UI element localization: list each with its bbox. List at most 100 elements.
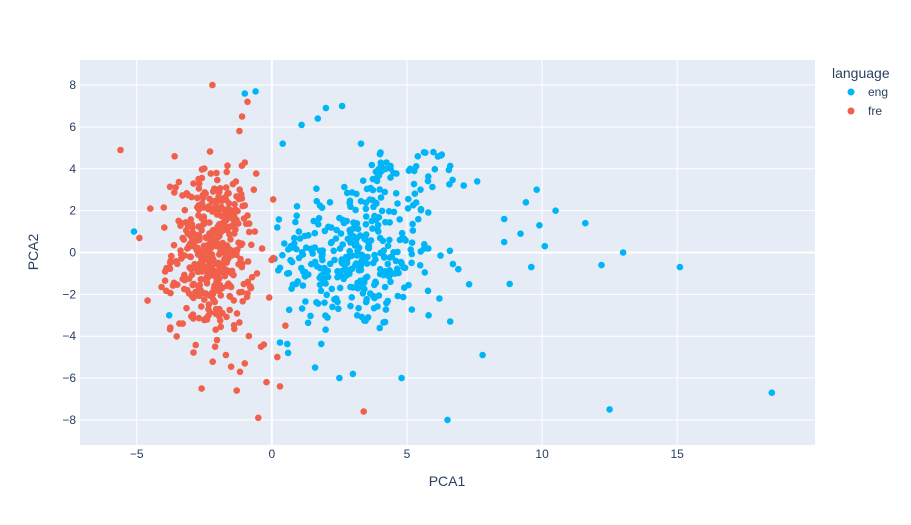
data-point-fre[interactable] (192, 341, 199, 349)
data-point-fre[interactable] (276, 383, 284, 390)
data-point-fre[interactable] (214, 240, 222, 247)
data-point-fre[interactable] (227, 363, 235, 371)
data-point-fre[interactable] (196, 281, 203, 289)
data-point-fre[interactable] (238, 162, 246, 169)
data-point-fre[interactable] (222, 351, 230, 359)
data-point-fre[interactable] (217, 248, 224, 255)
data-point-fre[interactable] (202, 290, 210, 297)
data-point-fre[interactable] (162, 287, 170, 295)
data-point-fre[interactable] (160, 204, 168, 211)
data-point-eng[interactable] (323, 291, 331, 299)
data-point-eng[interactable] (473, 178, 481, 185)
data-point-fre[interactable] (234, 246, 241, 253)
data-point-eng[interactable] (315, 214, 323, 222)
data-point-eng[interactable] (356, 232, 364, 239)
data-point-fre[interactable] (236, 368, 244, 376)
data-point-eng[interactable] (359, 290, 367, 297)
data-point-fre[interactable] (239, 260, 246, 268)
data-point-eng[interactable] (378, 207, 386, 215)
data-point-fre[interactable] (181, 271, 188, 279)
data-point-eng[interactable] (293, 203, 301, 210)
data-point-fre[interactable] (189, 313, 196, 320)
data-point-fre[interactable] (226, 306, 233, 314)
data-point-eng[interactable] (398, 374, 405, 382)
data-point-eng[interactable] (382, 268, 389, 275)
data-point-fre[interactable] (227, 214, 234, 221)
data-point-fre[interactable] (117, 146, 124, 154)
data-point-eng[interactable] (420, 245, 428, 252)
data-point-eng[interactable] (393, 265, 401, 273)
data-point-eng[interactable] (362, 231, 370, 238)
data-point-eng[interactable] (387, 165, 394, 172)
data-point-eng[interactable] (351, 242, 359, 249)
data-point-eng[interactable] (582, 219, 589, 227)
data-point-eng[interactable] (328, 285, 336, 293)
data-point-fre[interactable] (213, 278, 220, 286)
data-point-eng[interactable] (308, 247, 315, 254)
data-point-eng[interactable] (330, 247, 338, 255)
data-point-fre[interactable] (173, 333, 180, 340)
data-point-eng[interactable] (429, 183, 436, 191)
data-point-fre[interactable] (258, 245, 266, 252)
data-point-fre[interactable] (230, 271, 237, 279)
data-point-eng[interactable] (292, 218, 299, 226)
data-point-eng[interactable] (404, 205, 412, 212)
data-point-eng[interactable] (424, 287, 432, 295)
data-point-eng[interactable] (322, 280, 329, 287)
data-point-eng[interactable] (377, 159, 385, 166)
data-point-eng[interactable] (332, 295, 340, 302)
data-point-fre[interactable] (198, 385, 205, 392)
data-point-eng[interactable] (386, 236, 393, 244)
data-point-eng[interactable] (408, 250, 416, 258)
data-point-eng[interactable] (500, 215, 508, 223)
data-point-eng[interactable] (348, 189, 356, 196)
data-point-eng[interactable] (399, 293, 407, 301)
data-point-eng[interactable] (319, 256, 326, 264)
data-point-eng[interactable] (381, 283, 389, 291)
data-point-eng[interactable] (384, 242, 392, 250)
data-point-fre[interactable] (260, 341, 268, 348)
data-point-fre[interactable] (186, 253, 194, 260)
data-point-eng[interactable] (343, 189, 351, 197)
data-point-eng[interactable] (298, 305, 306, 312)
data-point-fre[interactable] (215, 287, 223, 295)
data-point-fre[interactable] (250, 186, 258, 193)
data-point-eng[interactable] (321, 299, 328, 307)
data-point-eng[interactable] (405, 195, 412, 203)
data-point-fre[interactable] (168, 252, 175, 260)
data-point-eng[interactable] (446, 318, 454, 325)
data-point-fre[interactable] (166, 183, 174, 191)
data-point-fre[interactable] (223, 168, 230, 176)
data-point-fre[interactable] (199, 191, 206, 199)
data-point-eng[interactable] (383, 159, 390, 166)
data-point-eng[interactable] (349, 370, 357, 378)
data-point-eng[interactable] (394, 292, 402, 300)
data-point-eng[interactable] (374, 303, 381, 310)
data-point-fre[interactable] (161, 224, 168, 231)
data-point-eng[interactable] (409, 227, 417, 234)
data-point-eng[interactable] (676, 263, 684, 271)
data-point-fre[interactable] (198, 248, 206, 255)
data-point-eng[interactable] (414, 153, 422, 160)
data-point-eng[interactable] (446, 247, 454, 255)
data-point-fre[interactable] (195, 212, 202, 219)
data-point-fre[interactable] (200, 242, 208, 250)
data-point-fre[interactable] (189, 224, 196, 232)
data-point-eng[interactable] (381, 318, 389, 326)
data-point-fre[interactable] (236, 319, 243, 326)
data-point-fre[interactable] (215, 313, 223, 320)
data-point-fre[interactable] (180, 236, 188, 243)
data-point-eng[interactable] (396, 216, 404, 223)
data-point-eng[interactable] (359, 177, 367, 184)
data-point-eng[interactable] (295, 228, 303, 235)
data-point-eng[interactable] (316, 281, 324, 289)
data-point-fre[interactable] (158, 283, 165, 291)
data-point-eng[interactable] (321, 227, 329, 235)
data-point-fre[interactable] (218, 203, 225, 211)
data-point-eng[interactable] (310, 217, 318, 225)
data-point-fre[interactable] (184, 191, 192, 199)
data-point-eng[interactable] (313, 197, 321, 205)
data-point-fre[interactable] (177, 247, 184, 254)
data-point-fre[interactable] (167, 259, 174, 267)
data-point-eng[interactable] (372, 279, 380, 287)
